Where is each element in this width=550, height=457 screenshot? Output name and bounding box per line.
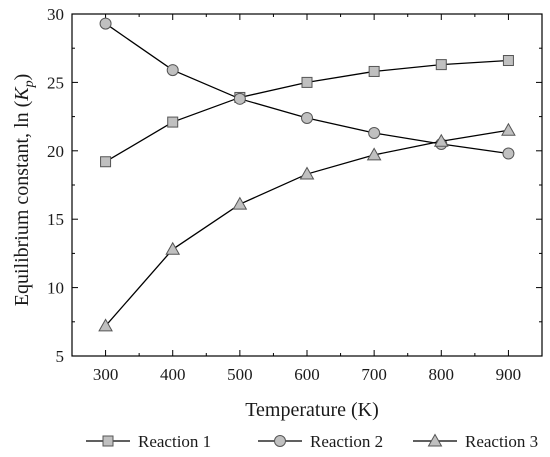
data-point — [98, 318, 113, 332]
data-point — [232, 196, 248, 210]
y-axis-title-main: Equilibrium constant, ln ( — [11, 100, 33, 306]
series-2 — [99, 17, 515, 160]
data-point — [368, 65, 380, 77]
legend-item: Reaction 1 — [86, 432, 211, 451]
y-axis-title-close: ) — [11, 74, 33, 81]
legend-item: Reaction 3 — [413, 432, 538, 451]
plot-area: 300 400 500 600 700 800 900 5 10 15 20 25 30 — [47, 5, 543, 384]
y-tick-label: 30 — [47, 5, 64, 24]
x-tick-label: 300 — [93, 365, 119, 384]
x-tick-label: 700 — [361, 365, 387, 384]
plot-frame — [71, 13, 543, 357]
legend-label: Reaction 2 — [310, 432, 383, 451]
y-axis-title-sub: p — [22, 80, 37, 88]
series-1 — [100, 55, 514, 168]
x-tick-label: 600 — [294, 365, 320, 384]
legend-label: Reaction 3 — [465, 432, 538, 451]
legend: Reaction 1 Reaction 2 Reaction 3 — [86, 432, 538, 451]
x-tick-label: 900 — [496, 365, 522, 384]
series-layer — [98, 17, 516, 332]
data-point — [301, 76, 313, 88]
y-tick-label: 20 — [47, 142, 64, 161]
y-tick-label: 25 — [47, 73, 64, 92]
y-tick-label: 15 — [47, 210, 64, 229]
data-point — [366, 147, 382, 161]
legend-label: Reaction 1 — [138, 432, 211, 451]
data-point — [99, 17, 112, 30]
legend-marker — [102, 435, 114, 447]
x-tick-label: 400 — [160, 365, 186, 384]
data-point — [501, 122, 516, 136]
legend-marker — [274, 435, 286, 447]
data-point — [165, 241, 181, 255]
data-point — [233, 92, 246, 105]
data-point — [435, 59, 447, 71]
data-point — [502, 147, 515, 160]
data-point — [301, 111, 313, 124]
data-point — [368, 127, 381, 140]
data-point — [100, 156, 112, 168]
series-line — [105, 129, 509, 327]
y-tick-label: 10 — [47, 279, 64, 298]
data-point — [299, 166, 315, 180]
y-axis-title: Equilibrium constant, ln (Kp) — [11, 74, 37, 307]
data-point — [166, 64, 179, 77]
x-tick-label: 500 — [227, 365, 253, 384]
y-axis-title-k: K — [11, 86, 33, 102]
x-axis-title: Temperature (K) — [245, 399, 379, 421]
series-3 — [98, 122, 516, 332]
series-line — [105, 23, 509, 155]
data-point — [167, 116, 179, 128]
data-point — [433, 133, 449, 147]
data-point — [502, 55, 514, 67]
legend-marker — [427, 433, 443, 447]
legend-item: Reaction 2 — [258, 432, 383, 451]
y-tick-label: 5 — [56, 347, 65, 366]
x-tick-label: 800 — [429, 365, 455, 384]
